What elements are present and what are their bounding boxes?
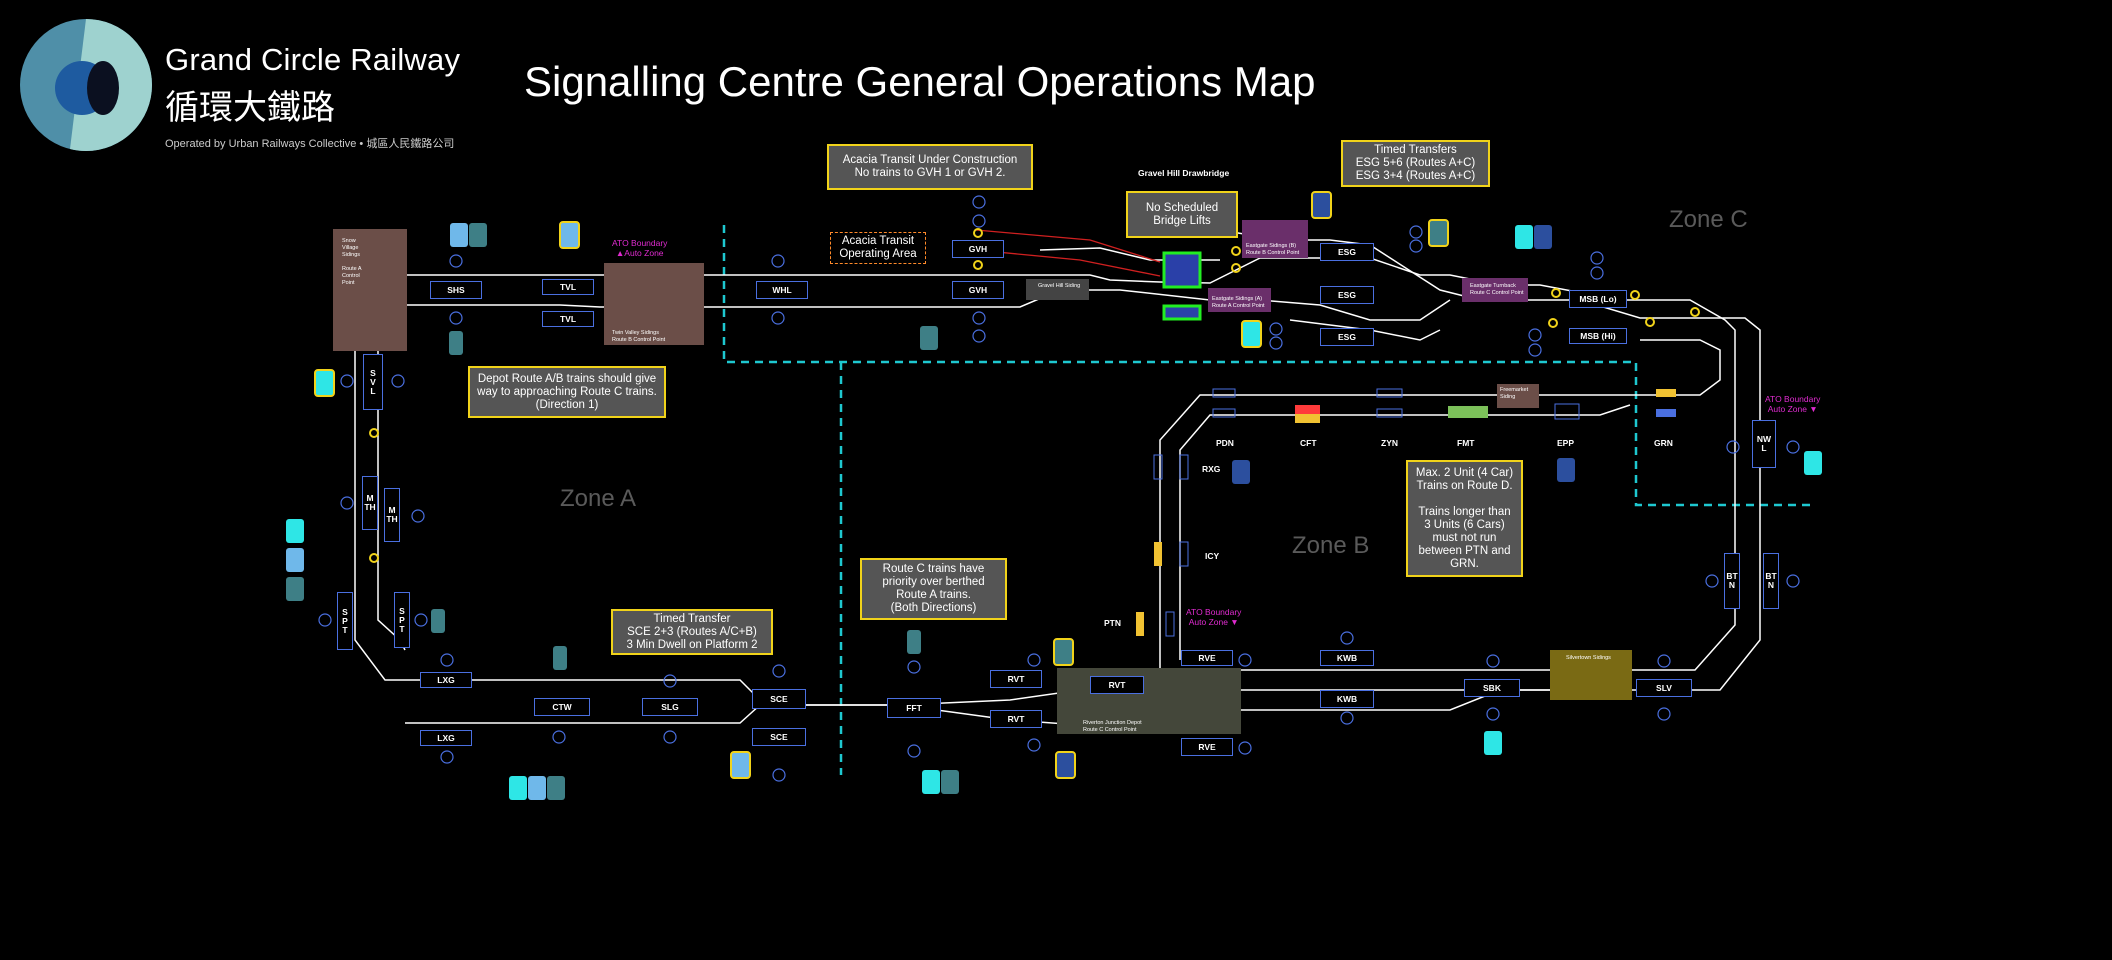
station-tvl2[interactable]: TVL bbox=[542, 311, 594, 327]
station-zyn[interactable]: ZYN bbox=[1381, 438, 1398, 448]
zone-c-label: Zone C bbox=[1669, 206, 1748, 233]
riverton-depot bbox=[1057, 668, 1241, 734]
gravel-hill-siding bbox=[1026, 279, 1089, 300]
station-whl[interactable]: WHL bbox=[756, 281, 808, 299]
silvertown-sidings-label: Silvertown Sidings bbox=[1566, 655, 1611, 661]
station-mth2[interactable]: M TH bbox=[384, 488, 400, 542]
b-loop-platforms bbox=[1136, 388, 1676, 637]
station-spt2[interactable]: S P T bbox=[394, 592, 410, 648]
station-svl[interactable]: S V L bbox=[363, 354, 383, 410]
station-msbl[interactable]: MSB (Lo) bbox=[1569, 290, 1627, 308]
ato-boundary-tvl: ATO Boundary ▲Auto Zone bbox=[612, 238, 668, 258]
drawbridge-lower bbox=[1162, 304, 1202, 321]
station-grn[interactable]: GRN bbox=[1654, 438, 1673, 448]
station-rvt3[interactable]: RVT bbox=[1090, 676, 1144, 694]
station-cft[interactable]: CFT bbox=[1300, 438, 1317, 448]
station-lxg2[interactable]: LXG bbox=[420, 730, 472, 746]
station-sce2[interactable]: SCE bbox=[752, 728, 806, 746]
eastgate-turnback-label: Eastgate Turnback Route C Control Point bbox=[1470, 283, 1524, 296]
station-nwl[interactable]: NW L bbox=[1752, 420, 1776, 468]
restriction-signals bbox=[369, 228, 1700, 563]
station-ctw[interactable]: CTW bbox=[534, 698, 590, 716]
brand-block: Grand Circle Railway 循環大鐵路 Operated by U… bbox=[165, 42, 460, 151]
station-rxg[interactable]: RXG bbox=[1202, 464, 1221, 474]
station-btn2[interactable]: BT N bbox=[1763, 553, 1779, 609]
station-sce1[interactable]: SCE bbox=[752, 689, 806, 709]
station-shs[interactable]: SHS bbox=[430, 281, 482, 299]
route-c-priority-notice: Route C trains have priority over berthe… bbox=[860, 558, 1007, 620]
station-rve2[interactable]: RVE bbox=[1181, 738, 1233, 756]
platform-numbers bbox=[318, 195, 1800, 782]
ato-boundary-ptn: ATO Boundary Auto Zone ▼ bbox=[1186, 607, 1242, 627]
timed-transfer-sce: Timed Transfer SCE 2+3 (Routes A/C+B) 3 … bbox=[611, 609, 773, 655]
zone-b-label: Zone B bbox=[1292, 532, 1370, 559]
eastgate-turnback bbox=[1462, 278, 1528, 302]
station-sbk[interactable]: SBK bbox=[1464, 679, 1520, 697]
brand-operator: Operated by Urban Railways Collective • … bbox=[165, 138, 455, 150]
snow-village-sidings bbox=[333, 229, 407, 351]
zone-borders bbox=[722, 225, 1815, 775]
station-fmt[interactable]: FMT bbox=[1457, 438, 1475, 448]
ato-boundary-nwl: ATO Boundary Auto Zone ▼ bbox=[1765, 394, 1821, 414]
station-spt1[interactable]: S P T bbox=[337, 592, 353, 650]
eastgate-sidings-a bbox=[1208, 288, 1271, 312]
freemarket-siding bbox=[1497, 384, 1539, 408]
route-badges bbox=[286, 191, 1822, 800]
station-epp[interactable]: EPP bbox=[1557, 438, 1575, 448]
station-esg2[interactable]: ESG bbox=[1320, 286, 1374, 304]
route-d-restriction-notice: Max. 2 Unit (4 Car) Trains on Route D. T… bbox=[1406, 460, 1523, 577]
station-pdn[interactable]: PDN bbox=[1216, 438, 1234, 448]
twin-valley-label: Twin Valley Sidings Route B Control Poin… bbox=[612, 330, 666, 343]
snow-village-label: Snow Village Sidings Route A Control Poi… bbox=[342, 238, 362, 286]
zone-a-label: Zone A bbox=[560, 485, 637, 512]
station-slv[interactable]: SLV bbox=[1636, 679, 1692, 697]
silvertown-sidings bbox=[1550, 650, 1632, 700]
station-rve1[interactable]: RVE bbox=[1181, 650, 1233, 666]
station-rvt2[interactable]: RVT bbox=[990, 710, 1042, 728]
eastgate-b-label: Eastgate Sidings (B) Route B Control Poi… bbox=[1246, 243, 1300, 256]
brand-name-en: Grand Circle Railway bbox=[165, 42, 461, 77]
station-kwb1[interactable]: KWB bbox=[1320, 650, 1374, 666]
eastgate-a-label: Eastgate Sidings (A) Route A Control Poi… bbox=[1212, 296, 1265, 309]
station-btn1[interactable]: BT N bbox=[1724, 553, 1740, 609]
gravel-hill-siding-label: Gravel Hill Siding bbox=[1038, 283, 1081, 289]
timed-transfer-esg: Timed Transfers ESG 5+6 (Routes A+C) ESG… bbox=[1341, 140, 1490, 187]
drawbridge-title: Gravel Hill Drawbridge bbox=[1138, 168, 1230, 178]
station-kwb2[interactable]: KWB bbox=[1320, 690, 1374, 708]
station-esg3[interactable]: ESG bbox=[1320, 328, 1374, 346]
station-fft[interactable]: FFT bbox=[887, 698, 941, 718]
acacia-area-label: Acacia Transit Operating Area bbox=[830, 232, 926, 264]
brand-name-zh: 循環大鐵路 bbox=[165, 88, 335, 128]
station-ptn[interactable]: PTN bbox=[1104, 618, 1121, 628]
depot-route-notice: Depot Route A/B trains should give way t… bbox=[468, 366, 666, 418]
station-gvh2[interactable]: GVH bbox=[952, 240, 1004, 258]
freemarket-siding-label: Freemarket Siding bbox=[1500, 387, 1529, 400]
drawbridge-upper bbox=[1162, 251, 1202, 289]
station-esg1[interactable]: ESG bbox=[1320, 243, 1374, 261]
station-rvt1[interactable]: RVT bbox=[990, 670, 1042, 688]
station-tvl1[interactable]: TVL bbox=[542, 279, 594, 295]
bridge-notice: No Scheduled Bridge Lifts bbox=[1126, 191, 1238, 238]
railway-logo bbox=[20, 19, 152, 151]
eastgate-sidings-b bbox=[1242, 220, 1308, 258]
station-slg[interactable]: SLG bbox=[642, 698, 698, 716]
station-msbh[interactable]: MSB (Hi) bbox=[1569, 328, 1627, 344]
station-gvh1[interactable]: GVH bbox=[952, 281, 1004, 299]
acacia-notice: Acacia Transit Under Construction No tra… bbox=[827, 144, 1033, 190]
station-icy[interactable]: ICY bbox=[1205, 551, 1220, 561]
twin-valley-sidings bbox=[604, 263, 704, 345]
station-lxg1[interactable]: LXG bbox=[420, 672, 472, 688]
page-title: Signalling Centre General Operations Map bbox=[524, 58, 1316, 105]
riverton-depot-label: Riverton Junction Depot Route C Control … bbox=[1083, 720, 1142, 733]
station-mth1[interactable]: M TH bbox=[362, 476, 378, 530]
